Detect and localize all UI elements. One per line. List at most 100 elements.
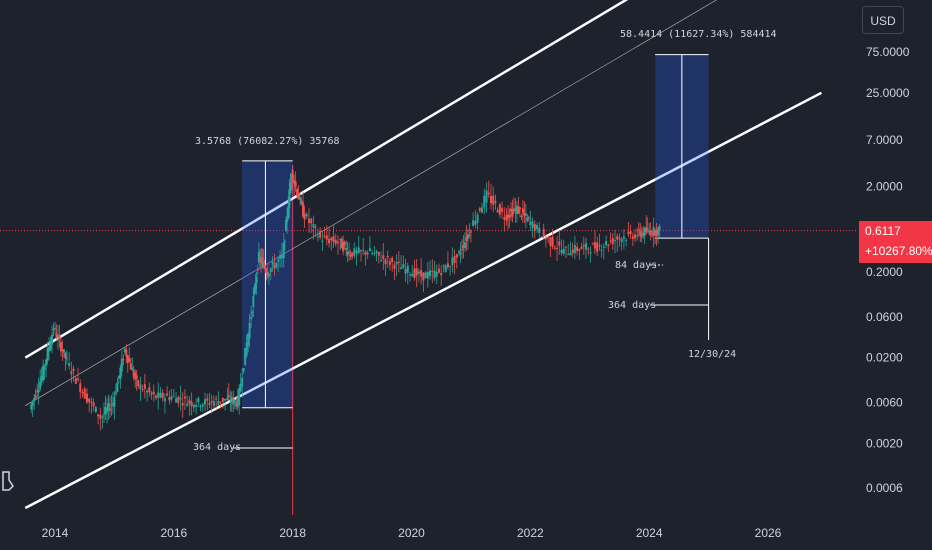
candle-body xyxy=(642,232,645,235)
candle-body xyxy=(157,392,160,398)
candle-body xyxy=(263,264,266,268)
axis-ticks: 75.0000 25.0000 7.0000 2.0000 0.2000 0.0600 0.… xyxy=(42,45,910,540)
candle-body xyxy=(296,189,299,196)
candle-body xyxy=(444,265,447,272)
currency-selector[interactable]: USD xyxy=(862,6,904,34)
candle-body xyxy=(540,236,543,238)
x-tick-label: 2014 xyxy=(42,526,69,540)
candle-body xyxy=(553,247,556,249)
candle-body xyxy=(451,257,454,266)
candle-body xyxy=(400,267,403,270)
x-tick-label: 2022 xyxy=(517,526,544,540)
candle-body xyxy=(293,180,296,184)
candle-body xyxy=(355,250,358,254)
candle-body xyxy=(643,228,646,237)
candle-body xyxy=(476,214,479,223)
candle-body xyxy=(190,401,193,407)
candle-body xyxy=(308,218,311,223)
candle-body xyxy=(113,397,116,408)
channel-middle-line xyxy=(25,0,717,406)
candle-body xyxy=(424,272,427,279)
candle-body xyxy=(420,270,423,277)
candle-body xyxy=(139,384,142,389)
candle-body xyxy=(384,259,387,265)
candle-body xyxy=(302,202,305,217)
candle-body xyxy=(79,383,82,393)
candle-body xyxy=(197,397,200,403)
candle-body xyxy=(94,407,97,413)
candle-body xyxy=(83,388,86,399)
candle-body xyxy=(527,217,530,219)
candle-body xyxy=(74,378,77,384)
candle-body xyxy=(431,270,434,272)
candle-body xyxy=(569,253,572,256)
candle-body xyxy=(92,402,95,407)
candle-body xyxy=(607,245,610,247)
y-tick-label: 0.0020 xyxy=(866,436,903,450)
y-tick-label: 0.0600 xyxy=(866,310,903,324)
candle-body xyxy=(103,413,106,415)
candle-body xyxy=(602,246,605,248)
days-label-1: 364 days xyxy=(193,442,242,453)
candle-body xyxy=(210,400,213,403)
candle-body xyxy=(226,397,229,401)
candle-body xyxy=(524,213,527,216)
candle-body xyxy=(219,401,222,403)
candle-body xyxy=(654,230,657,236)
candle-body xyxy=(134,372,137,380)
last-price-tag: 0.6117 +10267.80% xyxy=(859,221,932,263)
candle-body xyxy=(56,336,59,338)
candle-body xyxy=(507,214,510,218)
candle-body xyxy=(521,208,524,214)
tradingview-logo-icon[interactable] xyxy=(0,470,14,494)
candle-body xyxy=(591,243,594,245)
last-price: 0.6117 xyxy=(865,224,901,238)
candle-body xyxy=(132,370,135,378)
candle-body xyxy=(289,181,292,194)
measure-boxes xyxy=(233,54,710,449)
candle-body xyxy=(128,358,131,362)
candle-body xyxy=(330,238,333,241)
candle-body xyxy=(195,404,198,408)
candle-body xyxy=(589,252,592,254)
candle-body xyxy=(328,238,331,244)
candle-body xyxy=(277,259,280,262)
candle-body xyxy=(426,271,429,279)
candle-body xyxy=(266,271,269,277)
candle-body xyxy=(72,368,75,371)
candle-body xyxy=(61,349,64,352)
candle-body xyxy=(206,398,209,401)
candle-body xyxy=(478,208,481,211)
candle-body xyxy=(461,249,464,251)
candle-body xyxy=(542,228,545,236)
candle-body xyxy=(518,207,521,210)
candle-body xyxy=(107,403,110,410)
candle-body xyxy=(440,273,443,276)
candle-body xyxy=(284,220,287,231)
candle-body xyxy=(116,382,119,393)
candle-body xyxy=(159,392,162,398)
candle-body xyxy=(349,254,352,257)
candle-body xyxy=(265,272,268,274)
candle-body xyxy=(215,398,218,400)
candle-body xyxy=(221,397,224,402)
channel-lower-line xyxy=(24,91,823,510)
candle-body xyxy=(485,190,488,203)
candle-body xyxy=(458,251,461,253)
candle-body xyxy=(122,359,125,361)
candle-body xyxy=(593,242,596,249)
candle-body xyxy=(571,249,574,254)
y-tick-label: 25.0000 xyxy=(866,86,910,100)
candle-body xyxy=(253,286,256,294)
candle-body xyxy=(409,274,412,276)
candle-body xyxy=(269,268,272,273)
candle-body xyxy=(463,242,466,248)
candle-body xyxy=(422,272,425,281)
candle-body xyxy=(166,393,169,396)
candle-body xyxy=(498,204,501,215)
candle-body xyxy=(110,404,113,406)
candle-body xyxy=(305,214,308,217)
candle-body xyxy=(288,189,291,208)
candle-body xyxy=(533,224,536,231)
